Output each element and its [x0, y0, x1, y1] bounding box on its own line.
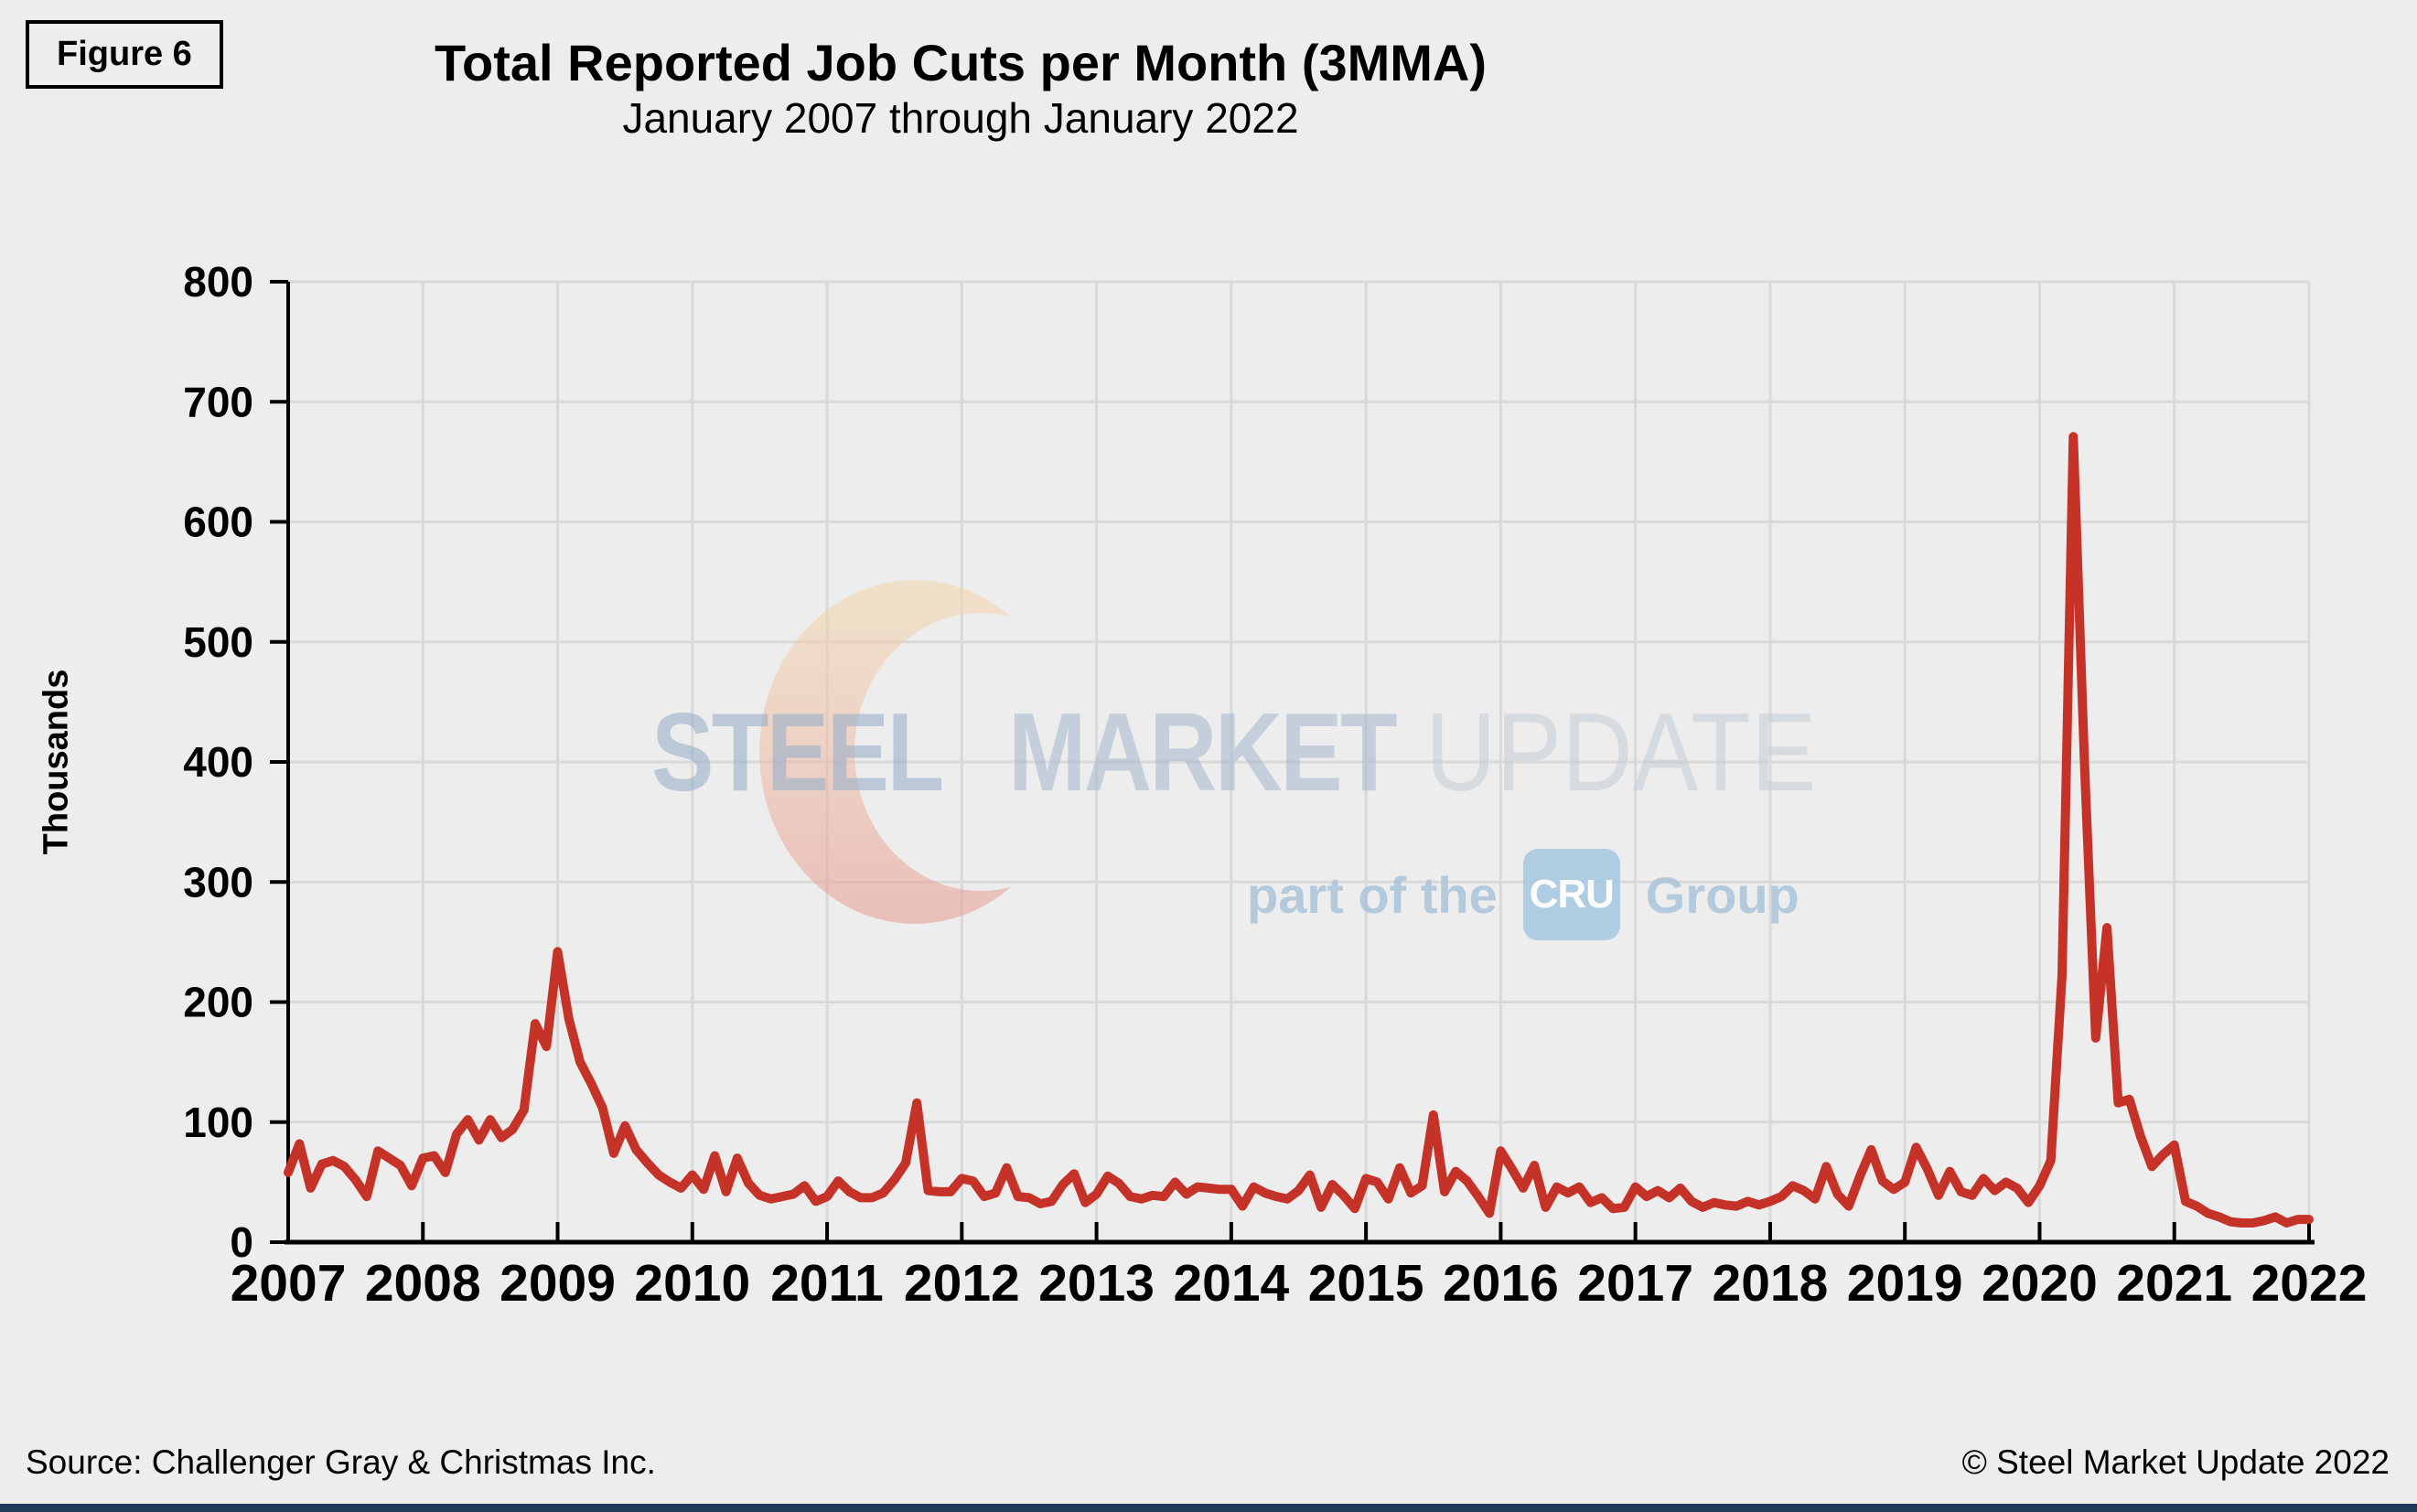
svg-text:2010: 2010 [634, 1254, 750, 1313]
watermark-steel: STEEL [651, 690, 944, 814]
watermark-part-of-the: part of the [1247, 865, 1498, 924]
bottom-accent-bar [0, 1504, 2417, 1512]
svg-text:800: 800 [183, 258, 253, 306]
svg-text:300: 300 [183, 858, 253, 906]
svg-text:2018: 2018 [1713, 1254, 1829, 1313]
svg-text:500: 500 [183, 618, 253, 666]
watermark-group: Group [1645, 865, 1799, 924]
page-subtitle: January 2007 through January 2022 [622, 94, 1299, 142]
svg-text:2017: 2017 [1577, 1254, 1693, 1313]
page-title: Total Reported Job Cuts per Month (3MMA) [435, 34, 1487, 91]
x-tick-labels: 2007 2008 2009 2010 2011 2012 2013 2014 2015 2016… [231, 1254, 2368, 1313]
svg-text:0: 0 [230, 1218, 253, 1266]
axes [270, 280, 2315, 1245]
svg-text:2008: 2008 [365, 1254, 481, 1313]
y-tick-labels: 0 100 200 300 400 500 600 700 800 [183, 258, 253, 1266]
svg-text:2022: 2022 [2251, 1254, 2368, 1313]
figure-label: Figure 6 [26, 20, 223, 89]
svg-text:2013: 2013 [1038, 1254, 1155, 1313]
cru-badge-icon: CRU [1522, 849, 1620, 940]
svg-text:2014: 2014 [1173, 1254, 1289, 1313]
svg-text:400: 400 [183, 738, 253, 786]
watermark-market: MARKET [1008, 690, 1398, 814]
svg-text:600: 600 [183, 499, 253, 546]
svg-text:2009: 2009 [500, 1254, 616, 1313]
copyright-text: © Steel Market Update 2022 [1961, 1443, 2390, 1481]
svg-text:2011: 2011 [770, 1254, 884, 1313]
svg-text:700: 700 [183, 378, 253, 425]
svg-text:2016: 2016 [1443, 1254, 1559, 1313]
svg-text:2021: 2021 [2116, 1254, 2232, 1313]
job-cuts-data-line [284, 432, 2314, 1228]
svg-text:2012: 2012 [904, 1254, 1020, 1313]
svg-text:2020: 2020 [1982, 1254, 2098, 1313]
watermark-update: UPDATE [1425, 690, 1817, 814]
svg-text:100: 100 [183, 1099, 253, 1146]
watermark-tagline: part of the CRU Group [1247, 849, 1799, 940]
svg-text:200: 200 [183, 979, 253, 1026]
svg-text:2019: 2019 [1847, 1254, 1963, 1313]
svg-text:2007: 2007 [231, 1254, 347, 1313]
source-text: Source: Challenger Gray & Christmas Inc. [26, 1443, 656, 1481]
svg-text:2015: 2015 [1308, 1254, 1424, 1313]
